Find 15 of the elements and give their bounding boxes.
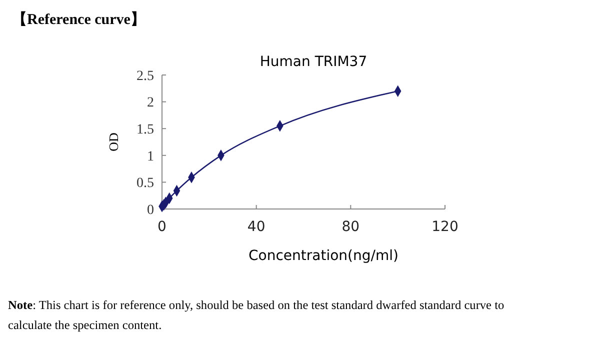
y-tick-label: 0 bbox=[147, 202, 154, 218]
x-tick-label: 0 bbox=[158, 219, 166, 235]
chart-title: Human TRIM37 bbox=[260, 54, 368, 70]
x-tick-label: 120 bbox=[432, 219, 458, 235]
y-axis-title: OD bbox=[106, 132, 121, 152]
y-tick-label: 1.5 bbox=[136, 122, 154, 138]
y-tick-label: 1 bbox=[147, 149, 154, 164]
x-tick-label: 80 bbox=[342, 219, 360, 235]
text: 【Reference curve】 bbox=[12, 11, 146, 28]
x-axis-title: Concentration(ng/ml) bbox=[248, 248, 398, 264]
y-tick-label: 2.5 bbox=[136, 68, 154, 84]
y-tick-label: 2 bbox=[147, 96, 154, 111]
x-tick-label: 40 bbox=[247, 219, 266, 235]
text: Note: This chart is for reference only, should be based on the test standard dwarfed standard curve to calculate the specimen content. bbox=[8, 298, 504, 332]
y-tick-label: 0.5 bbox=[136, 176, 154, 192]
